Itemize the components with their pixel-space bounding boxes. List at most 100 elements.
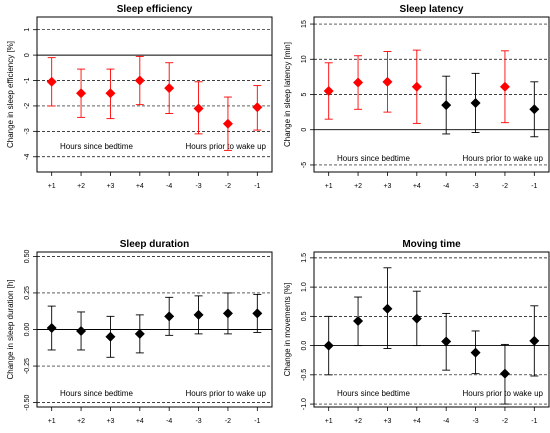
x-tick-label: -4 <box>166 418 172 425</box>
y-tick-label: 10 <box>301 55 308 63</box>
data-point-marker <box>353 77 364 88</box>
x-tick-label: +3 <box>106 183 114 190</box>
data-point-marker <box>382 76 393 87</box>
y-axis-label: Change in sleep duration [h] <box>6 279 15 379</box>
y-tick-label: -0.25 <box>24 358 31 374</box>
data-point-marker <box>441 100 452 111</box>
data-point-marker <box>470 347 481 358</box>
y-tick-label: 5 <box>301 92 308 96</box>
x-tick-label: -2 <box>502 418 508 425</box>
chart-title: Sleep duration <box>120 239 189 250</box>
x-tick-label: +4 <box>136 418 144 425</box>
annotation-hours-since-bedtime: Hours since bedtime <box>337 389 410 398</box>
chart-title: Sleep efficiency <box>117 4 193 15</box>
data-point-marker <box>323 85 334 96</box>
data-point-marker <box>411 81 422 92</box>
x-tick-label: -2 <box>502 183 508 190</box>
x-tick-label: +2 <box>77 183 85 190</box>
x-tick-label: -3 <box>195 183 201 190</box>
data-point-marker <box>441 336 452 347</box>
x-tick-label: -4 <box>443 183 449 190</box>
data-point-marker <box>193 103 204 114</box>
x-tick-label: +1 <box>48 183 56 190</box>
x-tick-label: -1 <box>531 418 537 425</box>
data-point-marker <box>193 309 204 320</box>
y-axis-label: Change in movements [%] <box>283 283 292 377</box>
data-point-marker <box>164 83 175 94</box>
x-tick-label: +3 <box>383 183 391 190</box>
x-tick-label: +3 <box>383 418 391 425</box>
x-tick-label: -3 <box>472 183 478 190</box>
data-point-marker <box>76 88 87 99</box>
annotation-hours-prior-to-wake-up: Hours prior to wake up <box>463 389 544 398</box>
y-tick-label: 0 <box>24 53 31 57</box>
y-tick-label: 1.0 <box>301 282 308 292</box>
chart-title: Moving time <box>402 239 461 250</box>
annotation-hours-since-bedtime: Hours since bedtime <box>337 154 410 163</box>
x-tick-label: +1 <box>48 418 56 425</box>
y-axis-label: Change in sleep latency [min] <box>283 42 292 147</box>
chart-panel-1: Sleep efficiency Change in sleep efficien… <box>6 4 273 190</box>
data-point-marker <box>222 308 233 319</box>
y-tick-label: 15 <box>301 20 308 28</box>
x-tick-label: +1 <box>325 418 333 425</box>
y-tick-label: -1 <box>24 77 31 83</box>
data-point-marker <box>134 328 145 339</box>
chart-title: Sleep latency <box>400 4 464 15</box>
data-point-marker <box>76 325 87 336</box>
y-tick-label: 0.25 <box>24 286 31 300</box>
y-tick-label: 0.00 <box>24 323 31 337</box>
data-point-marker <box>46 76 57 87</box>
y-tick-label: -5 <box>301 162 308 168</box>
data-point-marker <box>134 75 145 86</box>
data-point-marker <box>470 97 481 108</box>
x-tick-label: -1 <box>254 183 260 190</box>
plot-frame <box>313 251 550 408</box>
data-point-marker <box>252 308 263 319</box>
x-tick-label: +3 <box>106 418 114 425</box>
chart-panel-4: Moving time Change in movements [%] 1.5 1.0… <box>283 239 550 425</box>
annotation-hours-since-bedtime: Hours since bedtime <box>60 389 133 398</box>
plot-frame <box>36 16 273 173</box>
data-point-marker <box>105 331 116 342</box>
annotation-hours-prior-to-wake-up: Hours prior to wake up <box>186 389 267 398</box>
y-tick-label: -0.50 <box>24 395 31 411</box>
x-tick-label: -3 <box>195 418 201 425</box>
annotation-hours-prior-to-wake-up: Hours prior to wake up <box>186 142 267 151</box>
data-point-marker <box>323 340 334 351</box>
x-tick-label: -2 <box>225 183 231 190</box>
x-tick-label: +2 <box>354 418 362 425</box>
data-point-marker <box>222 118 233 129</box>
x-tick-label: +1 <box>325 183 333 190</box>
y-tick-label: 0.0 <box>301 341 308 351</box>
annotation-hours-since-bedtime: Hours since bedtime <box>60 142 133 151</box>
annotation-hours-prior-to-wake-up: Hours prior to wake up <box>463 154 544 163</box>
data-point-marker <box>411 313 422 324</box>
x-tick-label: -4 <box>443 418 449 425</box>
y-tick-label: -1.0 <box>301 398 308 410</box>
x-tick-label: -4 <box>166 183 172 190</box>
y-tick-label: -3 <box>24 128 31 134</box>
data-point-marker <box>46 323 57 334</box>
y-axis-label: Change in sleep efficiency [%] <box>6 41 15 148</box>
chart-panel-3: Sleep duration Change in sleep duration [… <box>6 239 273 425</box>
data-point-marker <box>252 102 263 113</box>
x-tick-label: -1 <box>531 183 537 190</box>
y-tick-label: -2 <box>24 103 31 109</box>
data-point-marker <box>164 311 175 322</box>
data-point-marker <box>499 81 510 92</box>
y-tick-label: 0 <box>301 128 308 132</box>
y-tick-label: 1 <box>24 28 31 32</box>
x-tick-label: -3 <box>472 418 478 425</box>
y-tick-label: -0.5 <box>301 369 308 381</box>
data-point-marker <box>105 88 116 99</box>
y-tick-label: 0.5 <box>301 311 308 321</box>
chart-panel-2: Sleep latency Change in sleep latency [mi… <box>283 4 550 190</box>
x-tick-label: +2 <box>354 183 362 190</box>
data-point-marker <box>353 316 364 327</box>
x-tick-label: -1 <box>254 418 260 425</box>
x-tick-label: -2 <box>225 418 231 425</box>
data-point-marker <box>382 303 393 314</box>
